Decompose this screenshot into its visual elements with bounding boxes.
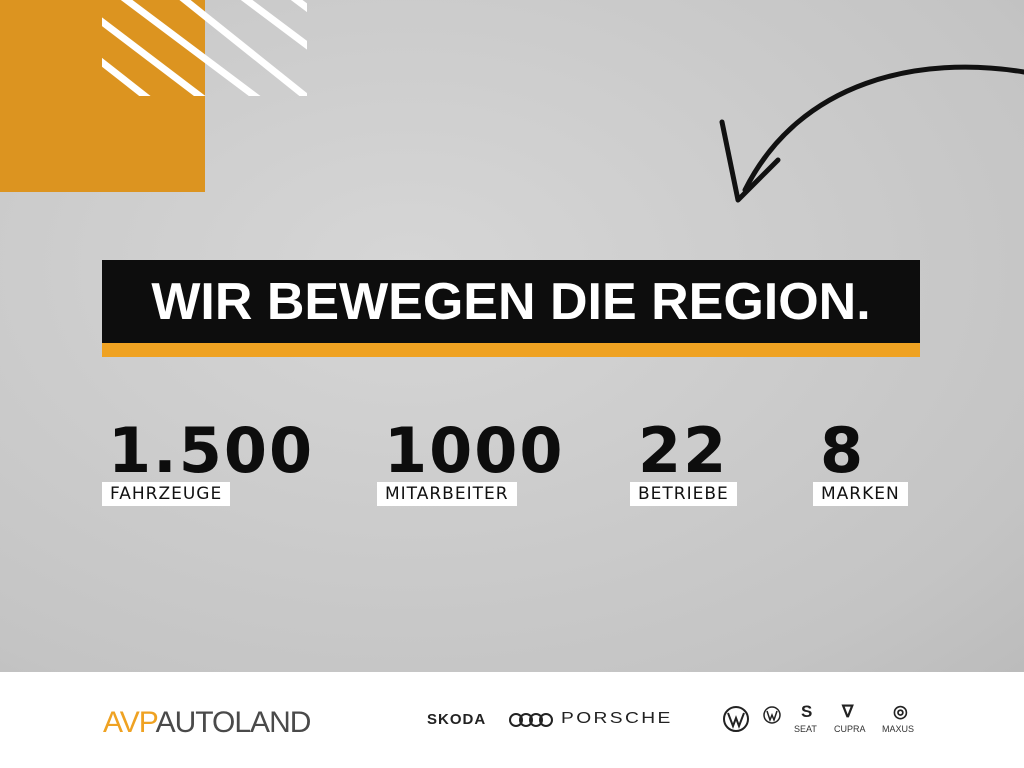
- porsche-logo: PORSCHE: [561, 710, 673, 727]
- skoda-logo: SKODA: [427, 711, 487, 728]
- headline-underline: [102, 343, 920, 357]
- logo-autoland: AUTOLAND: [155, 706, 312, 739]
- stat-value-fahrzeuge: 1.500: [108, 414, 315, 487]
- headline: WIR BEWEGEN DIE REGION.: [102, 260, 920, 344]
- cupra-label: CUPRA: [834, 724, 866, 734]
- stat-label-marken: MARKEN: [813, 482, 908, 506]
- stat-label-mitarbeiter: MITARBEITER: [377, 482, 517, 506]
- maxus-icon: ◎: [893, 702, 908, 721]
- logo-avp: AVP: [103, 706, 157, 739]
- stat-value-betriebe: 22: [638, 414, 729, 487]
- seat-label: SEAT: [794, 724, 817, 734]
- curved-arrow-decoration: [719, 64, 1024, 203]
- white-stripes-decoration: [102, 0, 307, 96]
- vw-nutzfahrzeuge-logo: [763, 706, 781, 724]
- avp-autoland-logo: AVPAUTOLAND: [103, 706, 312, 740]
- stat-label-betriebe: BETRIEBE: [630, 482, 737, 506]
- cupra-icon: ∇: [842, 702, 854, 721]
- stat-value-mitarbeiter: 1000: [384, 414, 565, 487]
- volkswagen-logo: [723, 706, 749, 732]
- seat-icon: S: [801, 702, 813, 721]
- maxus-label: MAXUS: [882, 724, 915, 734]
- audi-logo: [509, 713, 553, 727]
- footer: [0, 672, 1024, 768]
- stat-value-marken: 8: [820, 414, 866, 487]
- stat-label-fahrzeuge: FAHRZEUGE: [102, 482, 231, 506]
